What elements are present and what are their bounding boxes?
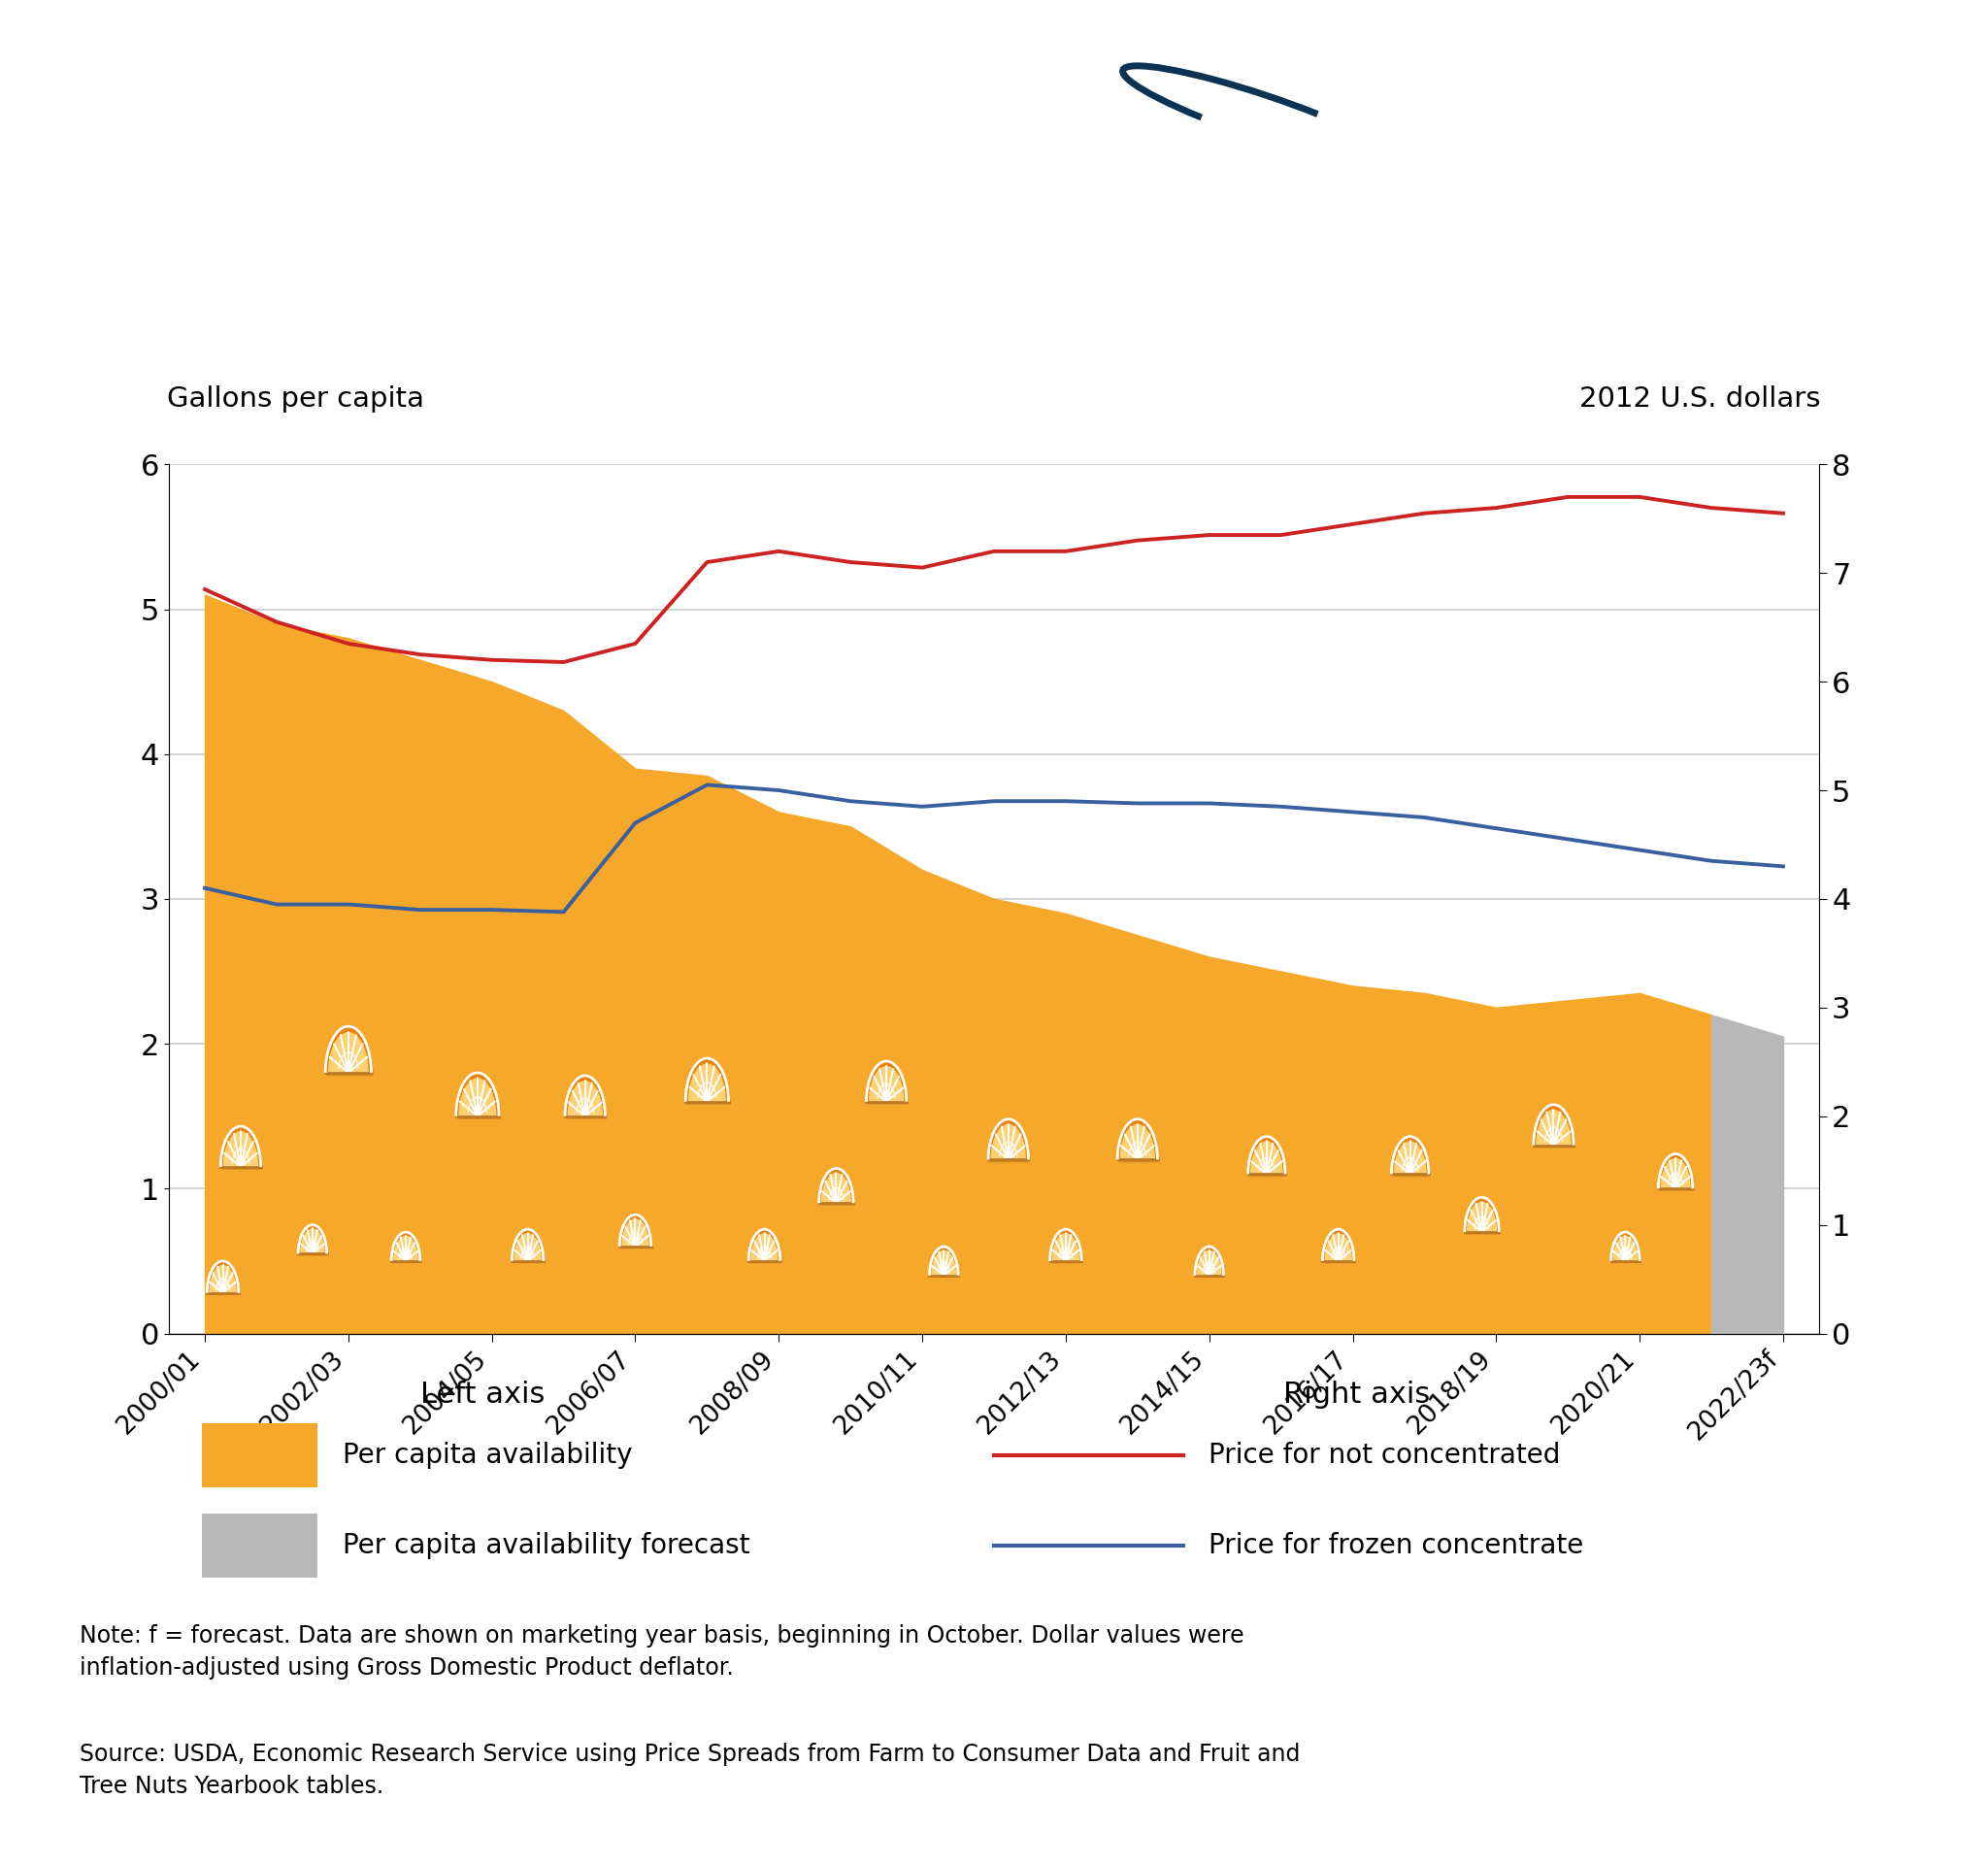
Wedge shape [207, 1261, 239, 1292]
Wedge shape [392, 1233, 421, 1263]
Wedge shape [1392, 1138, 1431, 1177]
Wedge shape [930, 1250, 956, 1276]
Wedge shape [326, 1029, 374, 1076]
Text: Economic Research Service: Economic Research Service [1471, 45, 1803, 63]
Wedge shape [221, 1126, 260, 1167]
Wedge shape [567, 1080, 602, 1115]
Wedge shape [1537, 1110, 1571, 1145]
Wedge shape [1533, 1104, 1574, 1145]
Wedge shape [1612, 1235, 1638, 1261]
Wedge shape [1392, 1136, 1429, 1175]
Wedge shape [620, 1216, 652, 1250]
Wedge shape [209, 1263, 241, 1294]
Wedge shape [819, 1167, 853, 1203]
Wedge shape [1052, 1231, 1083, 1263]
Text: Per capita availability forecast: Per capita availability forecast [342, 1531, 749, 1559]
Wedge shape [511, 1229, 543, 1261]
Bar [1223, 28, 1332, 188]
Wedge shape [298, 1227, 328, 1255]
Wedge shape [1197, 1250, 1223, 1276]
Wedge shape [1465, 1197, 1499, 1233]
Wedge shape [930, 1248, 960, 1278]
Wedge shape [1535, 1106, 1574, 1149]
Wedge shape [328, 1031, 368, 1072]
Wedge shape [686, 1057, 728, 1102]
Wedge shape [1050, 1229, 1081, 1261]
Wedge shape [221, 1128, 262, 1169]
Text: U.S. DEPARTMENT OF AGRICULTURE: U.S. DEPARTMENT OF AGRICULTURE [1471, 132, 1738, 147]
Wedge shape [869, 1067, 905, 1102]
Wedge shape [298, 1225, 326, 1253]
Wedge shape [620, 1214, 652, 1246]
Wedge shape [1467, 1201, 1497, 1233]
Wedge shape [1248, 1136, 1286, 1175]
Wedge shape [1660, 1156, 1694, 1192]
Wedge shape [326, 1026, 372, 1072]
Wedge shape [749, 1231, 781, 1263]
Wedge shape [513, 1233, 541, 1261]
Wedge shape [751, 1233, 779, 1261]
Text: 2012 U.S. dollars: 2012 U.S. dollars [1578, 384, 1821, 412]
Text: Gallons per capita: Gallons per capita [167, 384, 425, 412]
Wedge shape [567, 1078, 606, 1119]
Wedge shape [1658, 1154, 1692, 1188]
Wedge shape [1248, 1138, 1286, 1177]
Wedge shape [565, 1076, 604, 1115]
Wedge shape [819, 1169, 855, 1205]
Text: Source: USDA, Economic Research Service using Price Spreads from Farm to Consume: Source: USDA, Economic Research Service … [80, 1742, 1300, 1798]
Wedge shape [686, 1061, 730, 1104]
Wedge shape [1465, 1199, 1501, 1235]
Wedge shape [1250, 1141, 1282, 1175]
Wedge shape [1612, 1233, 1640, 1263]
Wedge shape [392, 1233, 419, 1261]
Wedge shape [988, 1119, 1028, 1160]
Wedge shape [990, 1125, 1026, 1160]
Text: Left axis: Left axis [419, 1380, 545, 1408]
Wedge shape [300, 1229, 326, 1253]
Wedge shape [1195, 1248, 1225, 1278]
Wedge shape [867, 1061, 907, 1102]
Wedge shape [1119, 1125, 1155, 1160]
Wedge shape [223, 1132, 258, 1167]
Wedge shape [455, 1072, 499, 1115]
Text: of orange juice, 2000/01–2022/23f: of orange juice, 2000/01–2022/23f [36, 144, 710, 177]
Wedge shape [394, 1235, 417, 1261]
Wedge shape [457, 1074, 501, 1119]
Wedge shape [209, 1264, 237, 1292]
Wedge shape [821, 1173, 851, 1203]
Bar [203, 1513, 318, 1578]
Wedge shape [1324, 1231, 1356, 1263]
Text: Note: f = forecast. Data are shown on marketing year basis, beginning in October: Note: f = forecast. Data are shown on ma… [80, 1624, 1244, 1680]
Text: Per capita availability: Per capita availability [342, 1442, 632, 1470]
Text: Price for not concentrated: Price for not concentrated [1209, 1442, 1561, 1470]
Text: Right axis: Right axis [1284, 1380, 1431, 1408]
Wedge shape [1610, 1233, 1640, 1261]
Text: Price for frozen concentrate: Price for frozen concentrate [1209, 1531, 1582, 1559]
Text: U.S. per capita availability and retail prices: U.S. per capita availability and retail … [36, 48, 897, 80]
Wedge shape [1195, 1246, 1223, 1276]
Wedge shape [1660, 1158, 1690, 1188]
Wedge shape [513, 1231, 545, 1263]
Wedge shape [459, 1078, 497, 1115]
Wedge shape [1052, 1233, 1079, 1261]
Wedge shape [867, 1063, 909, 1104]
Wedge shape [990, 1121, 1030, 1162]
Text: USDA: USDA [1352, 80, 1461, 114]
Wedge shape [1117, 1119, 1157, 1160]
Wedge shape [1322, 1229, 1354, 1261]
Wedge shape [1119, 1121, 1159, 1162]
Wedge shape [749, 1229, 779, 1261]
Bar [203, 1423, 318, 1488]
Wedge shape [688, 1063, 726, 1102]
Wedge shape [622, 1218, 650, 1246]
Wedge shape [930, 1246, 958, 1276]
Wedge shape [1324, 1233, 1352, 1261]
Wedge shape [1394, 1141, 1427, 1175]
